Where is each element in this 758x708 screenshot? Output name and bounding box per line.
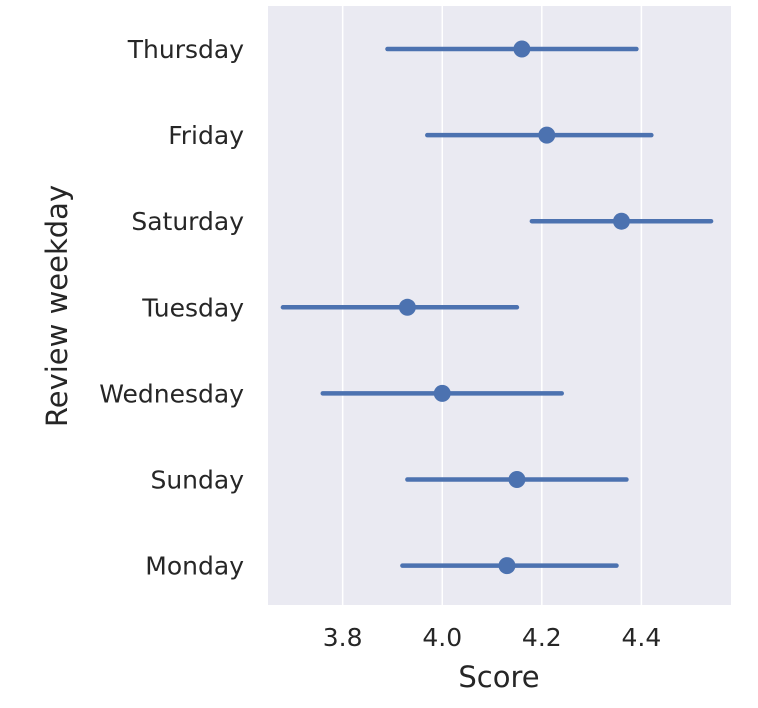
x-tick-labels: 3.8 4.0 4.2 4.4 (323, 623, 661, 652)
y-tick-label: Friday (168, 121, 244, 150)
x-tick-label: 3.8 (323, 623, 363, 652)
y-tick-label: Monday (145, 552, 244, 581)
y-tick-label: Tuesday (141, 293, 244, 322)
y-tick-labels: Thursday Friday Saturday Tuesday Wednesday Su… (99, 35, 244, 581)
mean-point (498, 557, 516, 575)
y-tick-label: Wednesday (99, 379, 244, 408)
x-tick-label: 4.4 (622, 623, 662, 652)
data-marks (280, 40, 714, 575)
mean-point (508, 471, 526, 488)
x-axis-title: Score (458, 660, 539, 694)
mean-point (433, 384, 451, 402)
y-tick-label: Sunday (150, 466, 244, 495)
y-axis-title: Review weekday (40, 185, 74, 427)
mean-point (538, 126, 556, 144)
y-tick-label: Thursday (127, 35, 244, 64)
mean-point (612, 212, 630, 230)
x-tick-label: 4.2 (522, 623, 562, 652)
mean-point (513, 40, 531, 58)
mean-point (398, 298, 416, 316)
y-tick-label: Saturday (131, 207, 244, 236)
x-tick-label: 4.0 (422, 623, 462, 652)
